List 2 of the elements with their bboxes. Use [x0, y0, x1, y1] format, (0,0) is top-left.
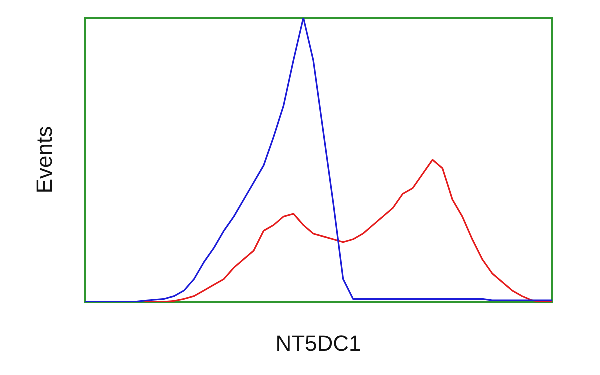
x-axis-title: NT5DC1: [276, 331, 362, 356]
y-axis-title: Events: [32, 126, 58, 194]
